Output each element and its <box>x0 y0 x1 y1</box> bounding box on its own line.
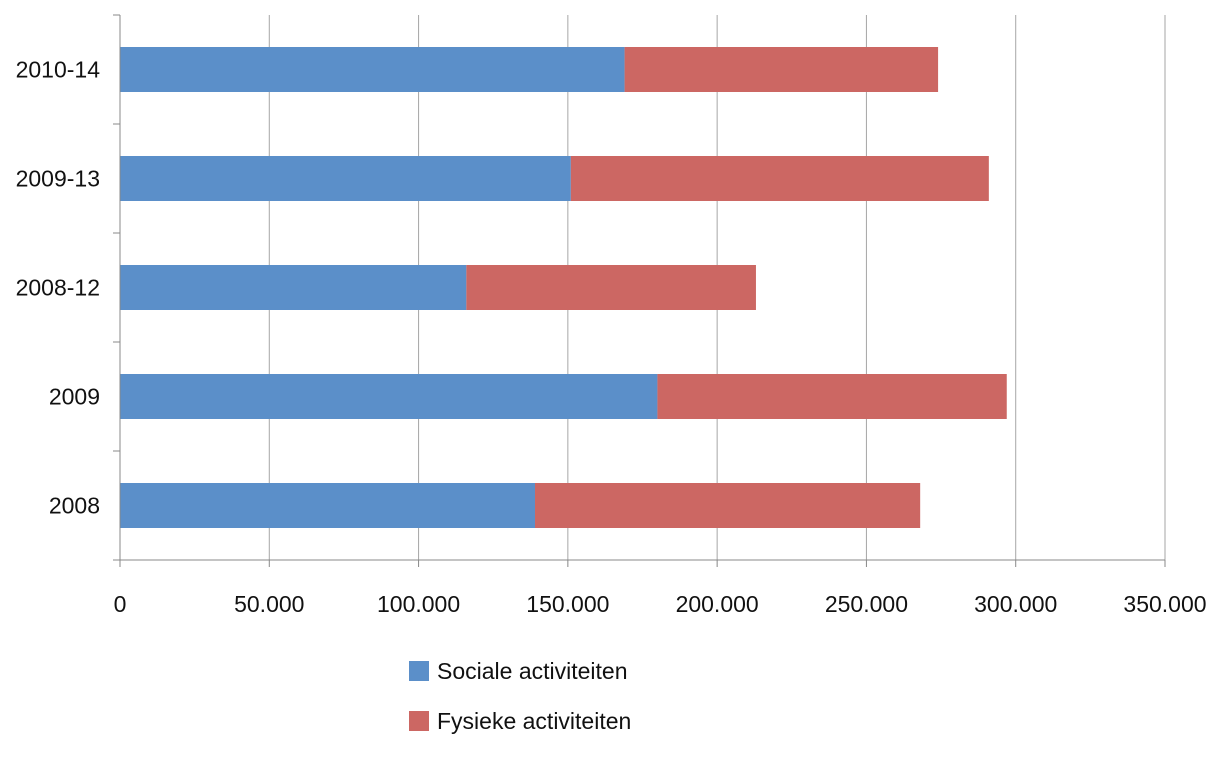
bar-sociale-2010-14 <box>120 47 625 92</box>
bar-fysieke-2008 <box>535 483 921 528</box>
bar-sociale-2008-12 <box>120 265 467 310</box>
axes <box>113 14 1166 567</box>
y-tick-label: 2008 <box>49 493 100 519</box>
x-tick-label: 150.000 <box>526 591 609 617</box>
legend-label-fysieke: Fysieke activiteiten <box>437 707 632 734</box>
bar-fysieke-2008-12 <box>466 265 756 310</box>
y-tick-label: 2010-14 <box>16 57 101 83</box>
legend-item-sociale: Sociale activiteiten <box>409 657 631 685</box>
x-tick-label: 250.000 <box>825 591 908 617</box>
legend-swatch-fysieke <box>409 711 429 731</box>
legend-swatch-sociale <box>409 661 429 681</box>
chart-canvas: 0 50.000 100.000 150.000 200.000 250.000 300.0… <box>16 14 1207 617</box>
x-tick-label: 200.000 <box>676 591 759 617</box>
y-tick-labels: 2008 2009 2008-12 2009-13 2010-14 <box>16 57 101 519</box>
y-tick-label: 2009 <box>49 384 100 410</box>
y-tick-label: 2009-13 <box>16 166 100 192</box>
x-tick-label: 300.000 <box>974 591 1057 617</box>
x-tick-label: 50.000 <box>234 591 304 617</box>
x-tick-label: 350.000 <box>1123 591 1206 617</box>
bar-fysieke-2009-13 <box>570 156 989 201</box>
legend-item-fysieke: Fysieke activiteiten <box>409 707 631 735</box>
bars <box>120 47 1007 528</box>
bar-sociale-2008 <box>120 483 536 528</box>
x-tick-label: 100.000 <box>377 591 460 617</box>
y-tick-label: 2008-12 <box>16 275 100 301</box>
bar-sociale-2009 <box>120 374 658 419</box>
legend: Sociale activiteiten Fysieke activiteite… <box>409 657 631 757</box>
bar-sociale-2009-13 <box>120 156 571 201</box>
bar-fysieke-2010-14 <box>624 47 939 92</box>
x-tick-label: 0 <box>114 591 127 617</box>
x-tick-labels: 0 50.000 100.000 150.000 200.000 250.000 300.0… <box>114 591 1207 617</box>
legend-label-sociale: Sociale activiteiten <box>437 657 628 684</box>
bar-fysieke-2009 <box>657 374 1007 419</box>
